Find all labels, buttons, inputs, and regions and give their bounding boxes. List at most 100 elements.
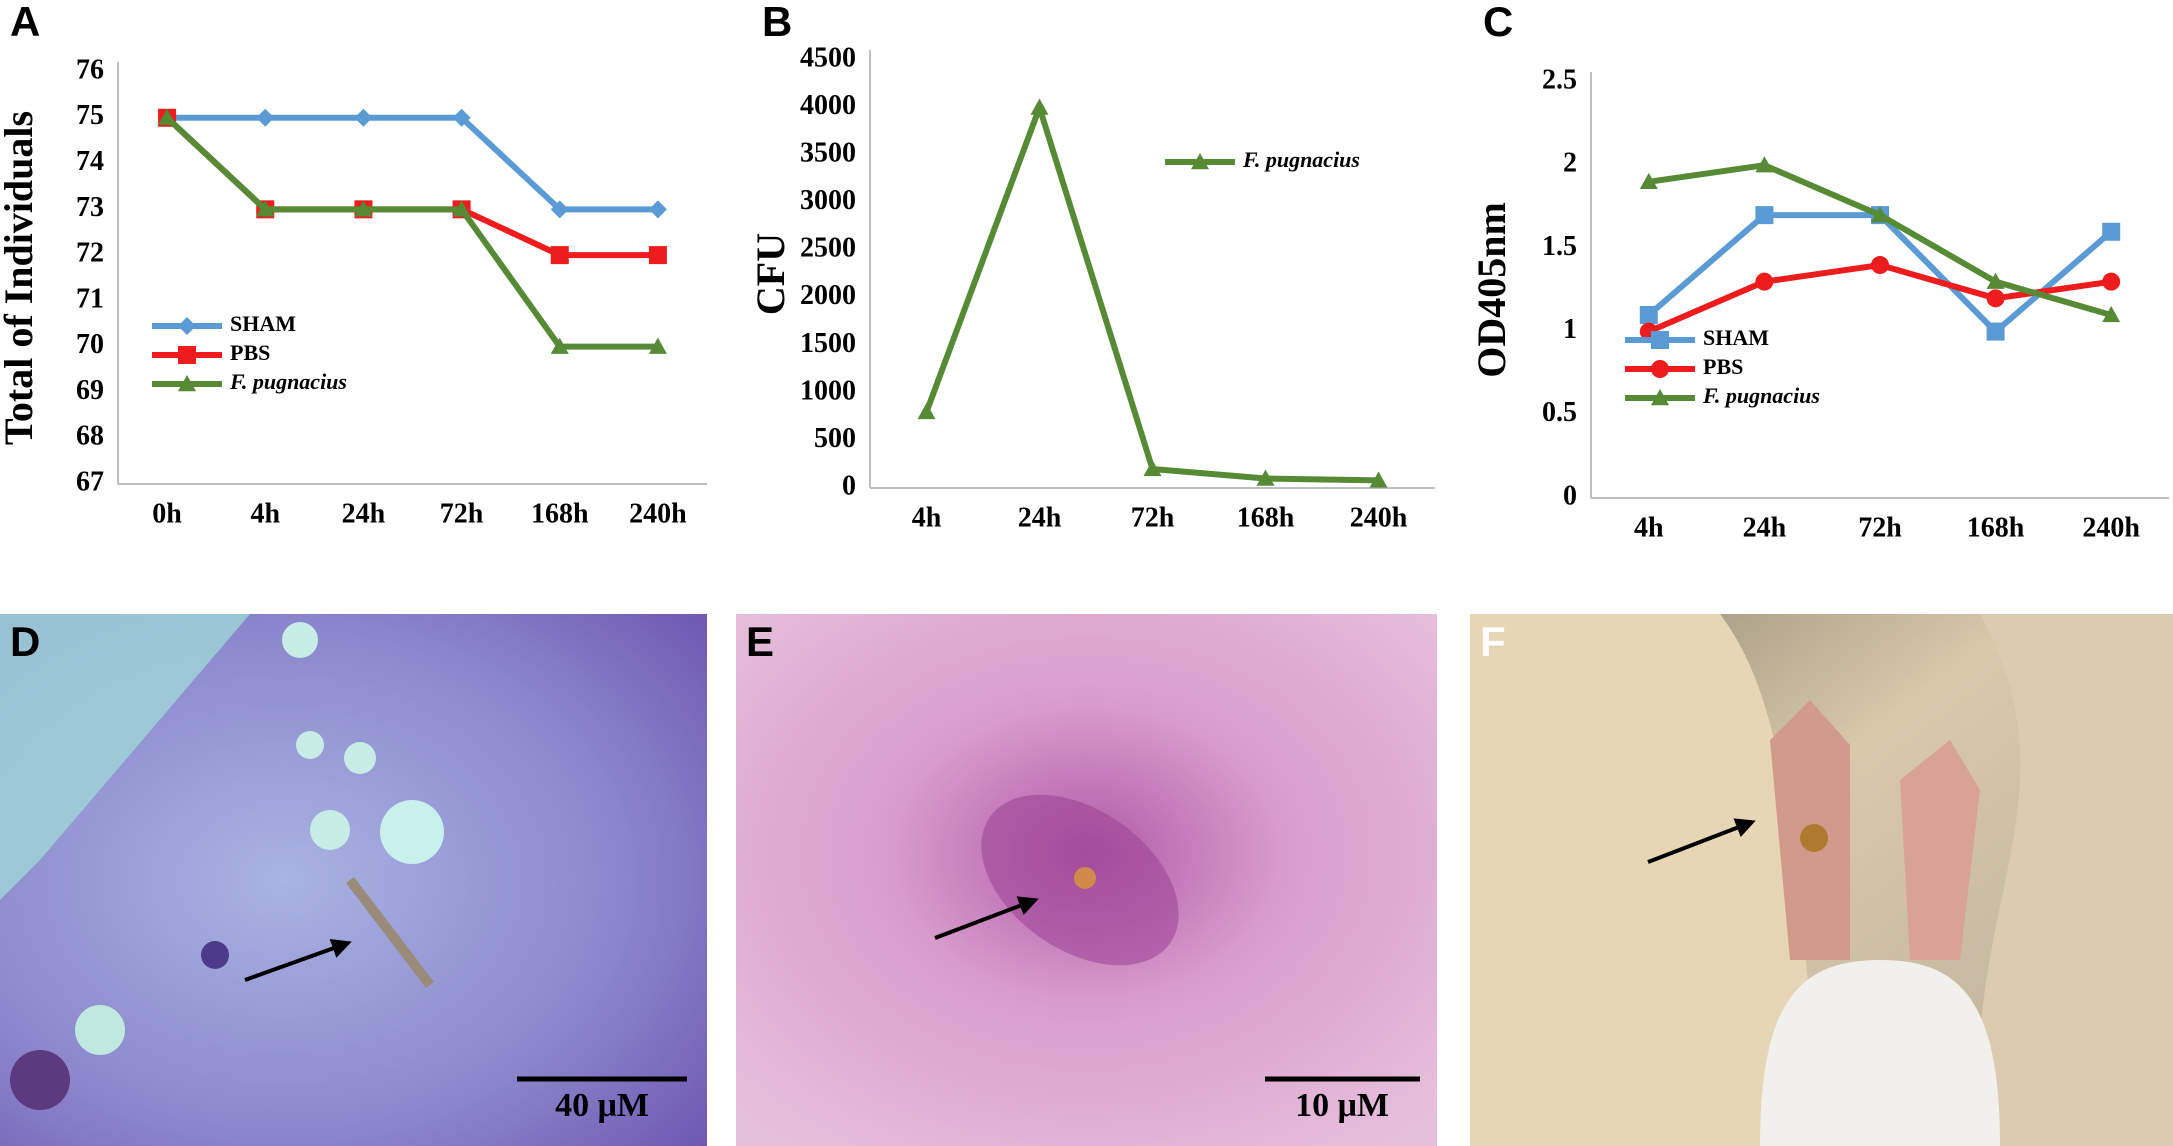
marker xyxy=(2102,305,2121,323)
x-tick-label: 72h xyxy=(1858,512,1902,543)
x-tick-label: 240h xyxy=(629,498,687,529)
series-line xyxy=(1648,162,2113,318)
marker xyxy=(1755,206,1774,225)
y-tick-label: 500 xyxy=(814,423,856,454)
marker xyxy=(1651,331,1669,349)
marker xyxy=(1030,98,1049,115)
x-tick-label: 0h xyxy=(152,498,182,529)
legend-label: F. pugnacius xyxy=(1702,383,1820,408)
marker xyxy=(1986,322,2005,341)
y-tick-label: 4000 xyxy=(800,90,856,121)
marker xyxy=(354,200,373,217)
x-tick-label: 240h xyxy=(2082,512,2140,543)
x-tick-label: 24h xyxy=(342,498,386,529)
legend-label: SHAM xyxy=(230,311,296,336)
y-tick-label: 76 xyxy=(76,54,104,85)
legend-label: SHAM xyxy=(1703,325,1769,350)
x-tick-label: 72h xyxy=(1131,502,1175,533)
y-tick-label: 73 xyxy=(76,192,104,223)
y-tick-label: 0 xyxy=(842,470,856,501)
y-tick-label: 4500 xyxy=(800,42,856,73)
legend-label: PBS xyxy=(230,340,270,365)
marker xyxy=(648,337,667,354)
marker xyxy=(1871,256,1889,275)
marker xyxy=(1755,272,1774,291)
y-axis-label: CFU xyxy=(748,233,793,315)
marker xyxy=(1191,153,1209,170)
y-tick-label: 2000 xyxy=(800,280,856,311)
x-tick-label: 240h xyxy=(1350,502,1408,533)
marker xyxy=(1143,459,1162,477)
marker xyxy=(648,246,667,265)
y-tick-label: 0.5 xyxy=(1542,397,1577,428)
y-axis-label: Total of Individuals xyxy=(0,111,41,445)
legend-label: F. pugnacius xyxy=(229,369,347,394)
x-tick-label: 4h xyxy=(250,498,280,529)
marker xyxy=(550,246,569,265)
marker xyxy=(256,108,275,127)
y-tick-label: 2.5 xyxy=(1542,64,1577,95)
y-tick-label: 2500 xyxy=(800,233,856,264)
y-tick-label: 75 xyxy=(76,100,104,131)
x-tick-label: 168h xyxy=(531,498,589,529)
y-tick-label: 1500 xyxy=(800,328,856,359)
x-tick-label: 168h xyxy=(1237,502,1295,533)
marker xyxy=(1755,156,1774,173)
legend-label: PBS xyxy=(1703,354,1743,379)
photo-d xyxy=(0,614,707,1146)
x-tick-label: 168h xyxy=(1967,512,2025,543)
marker xyxy=(1651,389,1669,406)
marker xyxy=(917,402,936,420)
marker xyxy=(354,108,373,127)
y-tick-label: 1 xyxy=(1563,314,1577,345)
marker xyxy=(1986,289,2005,308)
y-tick-label: 1000 xyxy=(800,375,856,406)
marker xyxy=(550,200,569,219)
panel-letter: E xyxy=(746,618,774,665)
marker xyxy=(452,200,471,217)
x-tick-label: 24h xyxy=(1743,512,1787,543)
panel-letter: F xyxy=(1480,618,1506,665)
x-tick-label: 4h xyxy=(912,502,942,533)
x-tick-label: 24h xyxy=(1018,502,1062,533)
y-tick-label: 3500 xyxy=(800,138,856,169)
marker xyxy=(648,200,667,219)
x-tick-label: 72h xyxy=(440,498,484,529)
y-tick-label: 74 xyxy=(76,146,104,177)
marker xyxy=(2102,222,2121,241)
marker xyxy=(256,200,275,217)
legend-label: F. pugnacius xyxy=(1242,147,1360,172)
marker xyxy=(1369,471,1388,488)
scale-bar-label: 10 μM xyxy=(1295,1087,1389,1124)
series-line xyxy=(167,114,658,213)
marker xyxy=(178,346,196,364)
marker xyxy=(178,375,196,392)
panel-letter: B xyxy=(762,0,792,45)
photo-e xyxy=(736,614,1437,1146)
y-tick-label: 3000 xyxy=(800,185,856,216)
marker xyxy=(158,108,177,125)
marker xyxy=(1639,305,1658,324)
marker xyxy=(178,317,196,335)
y-tick-label: 69 xyxy=(76,375,104,406)
y-tick-label: 1.5 xyxy=(1542,231,1577,262)
y-tick-label: 2 xyxy=(1563,148,1577,179)
series-line xyxy=(165,115,658,350)
y-tick-label: 72 xyxy=(76,238,104,269)
panel-letter: C xyxy=(1483,0,1513,45)
marker xyxy=(1871,206,1889,223)
y-tick-label: 68 xyxy=(76,421,104,452)
y-axis-label: OD405nm xyxy=(1469,202,1514,378)
marker xyxy=(1256,469,1275,486)
marker xyxy=(1639,172,1658,190)
scale-bar-label: 40 μM xyxy=(555,1087,649,1124)
y-tick-label: 0 xyxy=(1563,480,1577,511)
x-tick-label: 4h xyxy=(1634,512,1664,543)
panel-letter: A xyxy=(10,0,40,45)
y-tick-label: 71 xyxy=(76,283,104,314)
marker xyxy=(1986,272,2005,289)
series-line xyxy=(1647,262,2112,335)
panel-letter: D xyxy=(10,618,40,665)
marker xyxy=(2102,272,2121,291)
